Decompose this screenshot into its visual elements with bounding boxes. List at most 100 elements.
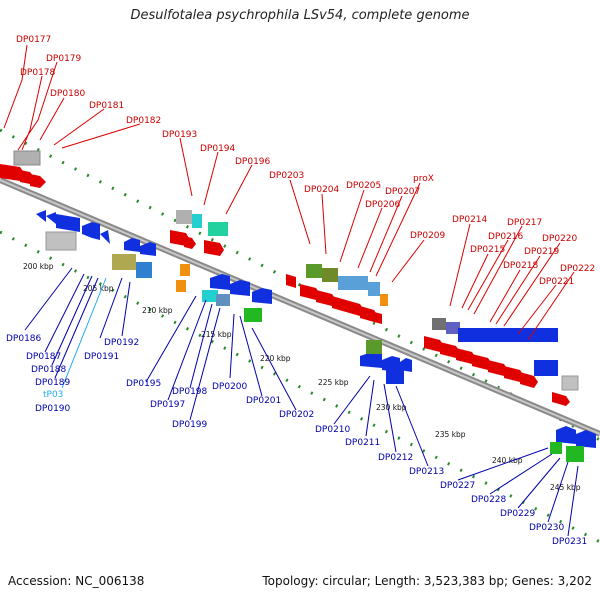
gene-label: DP0211 — [345, 438, 380, 448]
gene-label: DP0212 — [378, 453, 413, 463]
gene-box[interactable] — [368, 282, 380, 296]
gene-label: DP0230 — [529, 523, 565, 533]
map-title: Desulfotalea psychrophila LSv54, complet… — [130, 8, 470, 23]
gene-label: DP0204 — [304, 185, 340, 195]
scale-label: 235 kbp — [435, 430, 466, 439]
scale-label: 220 kbp — [260, 354, 291, 363]
gene-box[interactable] — [366, 340, 382, 354]
gene-arrow[interactable] — [124, 238, 140, 252]
gene-arrow[interactable] — [556, 426, 576, 444]
gene-box[interactable] — [176, 280, 186, 292]
gene-box[interactable] — [380, 294, 388, 306]
gene-label: DP0178 — [20, 68, 56, 78]
gene-arrow[interactable] — [300, 284, 320, 300]
gene-label: DP0190 — [35, 404, 71, 414]
gene-arrow[interactable] — [140, 242, 156, 256]
gene-arrow[interactable] — [332, 296, 350, 312]
gene-arrow[interactable] — [440, 342, 460, 358]
gene-label: DP0198 — [172, 387, 208, 397]
gene-label: tP03 — [43, 390, 63, 400]
gene-label: DP0218 — [503, 261, 539, 271]
gene-arrow[interactable] — [316, 290, 336, 306]
gene-arrow[interactable] — [204, 240, 224, 256]
gene-arrow[interactable] — [374, 312, 382, 324]
gene-box[interactable] — [338, 276, 368, 290]
tick-row-bottom — [0, 230, 600, 544]
gene-box[interactable] — [550, 442, 562, 454]
gene-box[interactable] — [216, 294, 230, 306]
gene-arrow[interactable] — [520, 372, 538, 388]
gene-arrow[interactable] — [488, 360, 508, 376]
gene-label: DP0202 — [279, 410, 314, 420]
gene-box[interactable] — [112, 254, 136, 270]
gene-box[interactable] — [561, 375, 579, 391]
gene-box[interactable] — [566, 446, 584, 462]
gene-arrow[interactable] — [552, 392, 570, 406]
gene-box[interactable] — [45, 231, 77, 251]
gene-arrow[interactable] — [56, 214, 80, 232]
gene-label: DP0182 — [126, 116, 161, 126]
gene-box[interactable] — [192, 214, 202, 228]
gene-label: proX — [413, 174, 434, 184]
gene-box[interactable] — [13, 150, 41, 166]
gene-label: DP0177 — [16, 35, 51, 45]
gene-box[interactable] — [446, 322, 460, 334]
gene-arrow[interactable] — [36, 210, 46, 222]
gene-label: DP0197 — [150, 400, 185, 410]
gene-box[interactable] — [458, 328, 558, 342]
gene-label: DP0207 — [385, 187, 420, 197]
gene-arrow[interactable] — [0, 164, 25, 181]
gene-arrow[interactable] — [210, 274, 230, 290]
gene-arrow[interactable] — [424, 336, 444, 352]
gene-arrow[interactable] — [46, 212, 56, 224]
scale-label: 230 kbp — [376, 403, 407, 412]
bottom-gene-labels: DP0186 DP0187 DP0188 DP0189 tP03 DP0190 … — [6, 334, 587, 547]
scale-label: 200 kbp — [23, 262, 54, 271]
gene-label: DP0206 — [365, 200, 401, 210]
gene-box[interactable] — [202, 290, 218, 302]
gene-box[interactable] — [432, 318, 446, 330]
top-leaders — [3, 44, 575, 341]
gene-label: DP0199 — [172, 420, 208, 430]
gene-arrow[interactable] — [252, 288, 272, 304]
gene-arrow[interactable] — [346, 300, 364, 316]
gene-box[interactable] — [180, 264, 190, 276]
gene-box[interactable] — [306, 264, 322, 278]
gene-arrow[interactable] — [360, 306, 378, 322]
reverse-features — [36, 210, 596, 462]
gene-arrow[interactable] — [230, 280, 250, 296]
gene-arrow[interactable] — [82, 222, 100, 240]
gene-arrow[interactable] — [360, 352, 382, 368]
trna-leader — [61, 277, 107, 389]
gene-box[interactable] — [322, 268, 338, 282]
scale-labels: 200 kbp 205 kbp 210 kbp 215 kbp 220 kbp … — [23, 262, 581, 492]
gene-label: DP0187 — [26, 352, 61, 362]
gene-label: DP0188 — [31, 365, 67, 375]
gene-label: DP0209 — [410, 231, 446, 241]
gene-box[interactable] — [244, 308, 262, 322]
gene-arrow[interactable] — [30, 174, 46, 188]
gene-label: DP0196 — [235, 157, 271, 167]
gene-arrow[interactable] — [472, 354, 492, 370]
gene-arrow[interactable] — [576, 430, 596, 448]
gene-label: DP0186 — [6, 334, 42, 344]
gene-box[interactable] — [386, 368, 404, 384]
gene-label: DP0215 — [470, 245, 505, 255]
gene-arrow[interactable] — [456, 348, 476, 364]
gene-arrow[interactable] — [100, 230, 110, 244]
gene-label: DP0191 — [84, 352, 119, 362]
gene-label: DP0203 — [269, 171, 304, 181]
gene-label: DP0222 — [560, 264, 595, 274]
gene-box[interactable] — [208, 222, 228, 236]
topology-text: Topology: circular; Length: 3,523,383 bp… — [262, 574, 592, 588]
gene-arrow[interactable] — [286, 274, 296, 288]
gene-box[interactable] — [136, 262, 152, 278]
scale-label: 245 kbp — [550, 483, 581, 492]
gene-arrow[interactable] — [504, 366, 524, 382]
gene-label: DP0194 — [200, 144, 236, 154]
gene-arrow[interactable] — [184, 236, 196, 249]
scale-label: 205 kbp — [83, 284, 114, 293]
gene-label: DP0231 — [552, 537, 587, 547]
gene-box[interactable] — [534, 360, 558, 376]
gene-box[interactable] — [176, 210, 192, 224]
